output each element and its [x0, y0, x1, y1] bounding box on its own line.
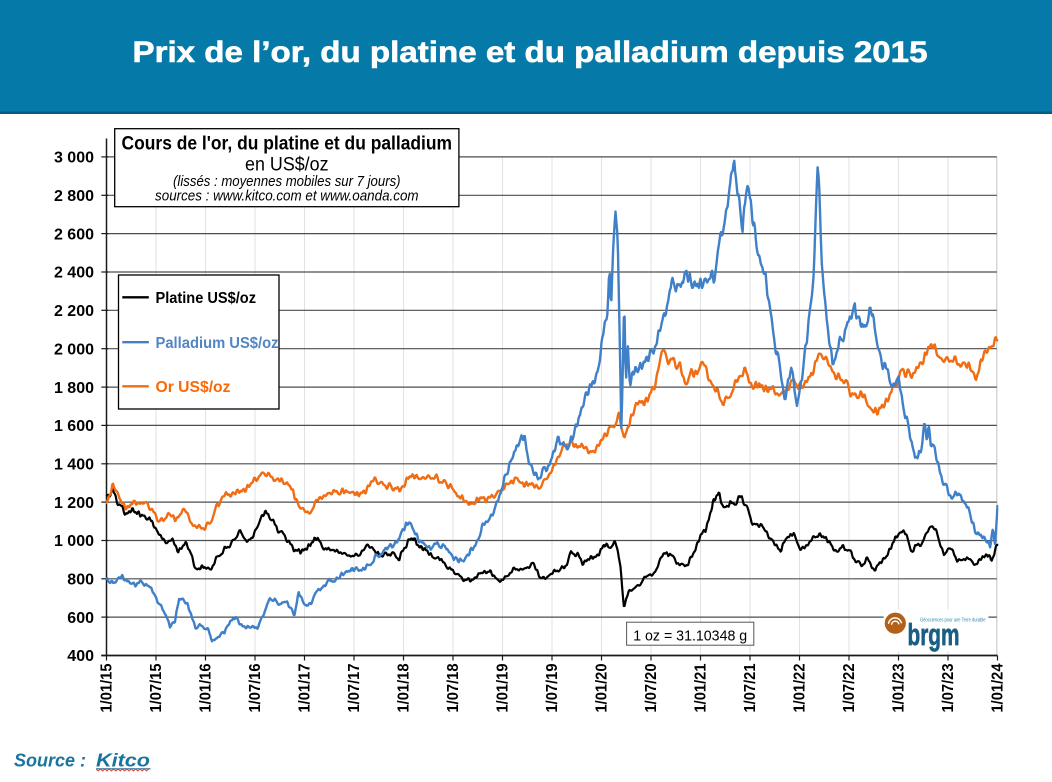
- svg-text:1/07/20: 1/07/20: [643, 663, 660, 712]
- svg-text:Cours de l'or, du platine et d: Cours de l'or, du platine et du palladiu…: [122, 134, 453, 155]
- svg-text:2 000: 2 000: [54, 341, 94, 358]
- svg-text:1 600: 1 600: [54, 418, 94, 435]
- svg-text:1/01/20: 1/01/20: [593, 663, 610, 712]
- svg-text:1/01/16: 1/01/16: [197, 663, 214, 712]
- svg-text:Kitco: Kitco: [96, 750, 150, 771]
- svg-text:3 000: 3 000: [54, 150, 94, 167]
- svg-text:en US$/oz: en US$/oz: [245, 154, 329, 175]
- svg-text:2 600: 2 600: [54, 226, 94, 243]
- svg-text:1/01/17: 1/01/17: [296, 663, 313, 712]
- svg-text:2 400: 2 400: [54, 265, 94, 282]
- svg-text:1/07/15: 1/07/15: [148, 663, 165, 712]
- svg-text:600: 600: [67, 610, 94, 627]
- svg-text:Source :: Source :: [14, 750, 86, 771]
- svg-text:sources : www.kitco.com et www: sources : www.kitco.com et www.oanda.com: [155, 188, 419, 205]
- svg-text:Prix de l’or, du platine et du: Prix de l’or, du platine et du palladium…: [133, 36, 928, 69]
- svg-text:1/07/18: 1/07/18: [445, 663, 462, 712]
- svg-text:1/07/17: 1/07/17: [346, 663, 363, 712]
- svg-text:800: 800: [67, 572, 94, 589]
- svg-text:1 800: 1 800: [54, 380, 94, 397]
- svg-text:Or US$/oz: Or US$/oz: [156, 379, 231, 396]
- svg-text:1/07/21: 1/07/21: [742, 663, 759, 712]
- svg-text:(lissés : moyennes mobiles sur: (lissés : moyennes mobiles sur 7 jours): [173, 173, 401, 190]
- svg-text:1/01/23: 1/01/23: [890, 663, 907, 712]
- svg-text:1/01/18: 1/01/18: [395, 663, 412, 712]
- svg-text:Géosciences pour une Terre dur: Géosciences pour une Terre durable: [920, 617, 986, 623]
- svg-text:1 oz = 31.10348 g: 1 oz = 31.10348 g: [633, 627, 747, 644]
- svg-text:2 800: 2 800: [54, 188, 94, 205]
- svg-text:1/07/19: 1/07/19: [544, 663, 561, 712]
- svg-text:1/07/22: 1/07/22: [841, 663, 858, 712]
- svg-text:1 000: 1 000: [54, 533, 94, 550]
- svg-text:1/01/24: 1/01/24: [989, 663, 1006, 712]
- svg-text:Platine US$/oz: Platine US$/oz: [156, 290, 257, 307]
- svg-text:1/07/16: 1/07/16: [247, 663, 264, 712]
- svg-text:2 200: 2 200: [54, 303, 94, 320]
- svg-text:400: 400: [67, 648, 94, 665]
- svg-text:1/01/21: 1/01/21: [692, 663, 709, 712]
- svg-text:1 200: 1 200: [54, 495, 94, 512]
- svg-text:brgm: brgm: [908, 617, 960, 652]
- svg-text:1/01/22: 1/01/22: [791, 663, 808, 712]
- svg-text:1/01/19: 1/01/19: [494, 663, 511, 712]
- svg-text:1 400: 1 400: [54, 456, 94, 473]
- svg-text:1/01/15: 1/01/15: [98, 663, 115, 712]
- svg-text:Palladium US$/oz: Palladium US$/oz: [156, 335, 279, 352]
- svg-text:1/07/23: 1/07/23: [940, 663, 957, 712]
